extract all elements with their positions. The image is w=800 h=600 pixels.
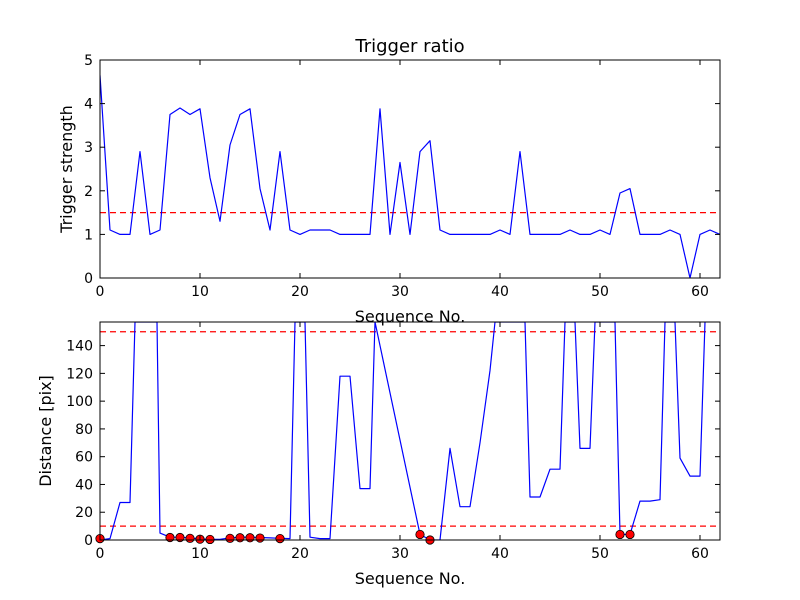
- x-tick-label: 30: [391, 284, 409, 300]
- x-tick-label: 20: [291, 284, 309, 300]
- data-point-marker: [625, 529, 635, 540]
- y-axis-ticks: 0 20 40 60 80 100 120 140: [66, 339, 720, 549]
- threshold-lines: [100, 331, 720, 527]
- y-tick-label: 120: [66, 366, 93, 382]
- x-tick-label: 40: [491, 546, 509, 562]
- y-tick-label: 4: [84, 97, 93, 113]
- plot-frame: [99, 59, 721, 279]
- x-tick-label: 10: [191, 284, 209, 300]
- x-tick-label: 0: [96, 546, 105, 562]
- x-tick-label: 0: [96, 284, 105, 300]
- x-tick-label: 60: [691, 546, 709, 562]
- distance-chart: 0 10 20 30 40 50 60 0 20 40 60 80 100 120 140 Sequenc…: [36, 321, 721, 588]
- trigger-ratio-chart: Trigger ratio 0 10 20 30 40 50 60 0 1 2 3 4 5 Seque…: [57, 36, 721, 326]
- y-tick-label: 140: [66, 339, 93, 355]
- x-tick-label: 30: [391, 546, 409, 562]
- y-tick-label: 20: [75, 505, 93, 521]
- y-axis-label: Trigger strength: [57, 105, 76, 234]
- x-tick-label: 10: [191, 546, 209, 562]
- x-tick-label: 50: [591, 546, 609, 562]
- y-axis-ticks: 0 1 2 3 4 5: [84, 53, 720, 287]
- x-axis-ticks: 0 10 20 30 40 50 60: [96, 322, 709, 562]
- y-tick-label: 0: [84, 533, 93, 549]
- data-point-marker: [615, 529, 625, 540]
- x-axis-label: Sequence No.: [355, 569, 466, 588]
- data-point-marker: [235, 533, 245, 543]
- y-tick-label: 1: [84, 227, 93, 243]
- data-point-marker: [255, 533, 265, 543]
- y-tick-label: 80: [75, 422, 93, 438]
- x-tick-label: 40: [491, 284, 509, 300]
- data-point-marker: [245, 533, 255, 543]
- series-lines: [100, 75, 720, 278]
- y-axis-label: Distance [pix]: [36, 375, 55, 487]
- data-point-marker: [205, 534, 215, 545]
- y-tick-label: 100: [66, 394, 93, 410]
- data-point-marker: [275, 534, 285, 544]
- x-axis-ticks: 0 10 20 30 40 50 60: [96, 60, 709, 300]
- series-line: [100, 75, 720, 278]
- y-tick-label: 3: [84, 140, 93, 156]
- y-tick-label: 5: [84, 53, 93, 69]
- x-tick-label: 20: [291, 546, 309, 562]
- y-tick-label: 0: [84, 271, 93, 287]
- data-point-marker: [225, 533, 235, 543]
- x-tick-label: 60: [691, 284, 709, 300]
- data-point-marker: [185, 533, 195, 543]
- y-tick-label: 40: [75, 477, 93, 493]
- chart-title: Trigger ratio: [354, 36, 464, 57]
- plot-frame: [99, 321, 721, 541]
- y-tick-label: 2: [84, 184, 93, 200]
- x-tick-label: 50: [591, 284, 609, 300]
- x-axis-label: Sequence No.: [355, 307, 466, 326]
- y-tick-label: 60: [75, 450, 93, 466]
- data-point-marker: [415, 529, 425, 540]
